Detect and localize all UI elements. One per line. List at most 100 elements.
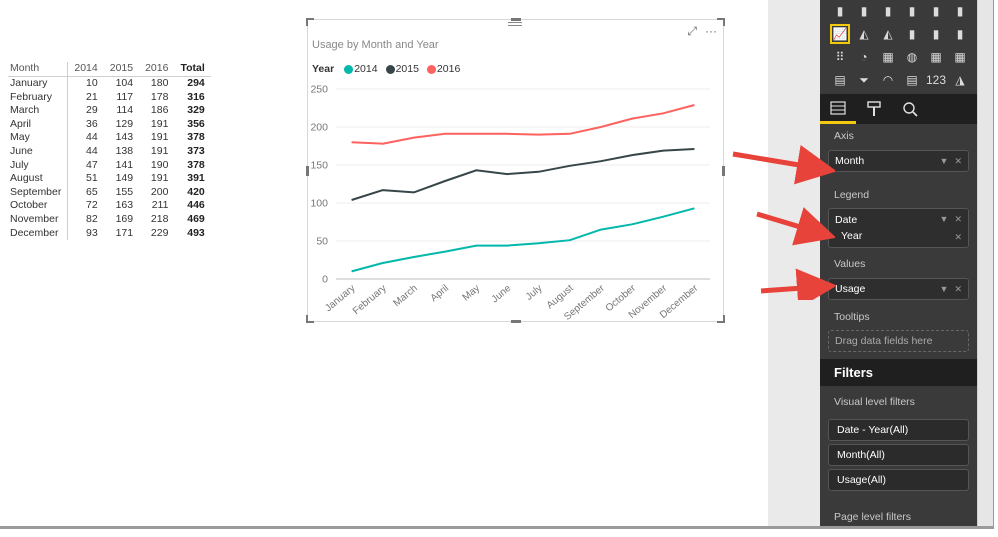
visual-type-icon[interactable]: ▮ <box>836 4 844 18</box>
visual-type-icon[interactable]: ⠿ <box>835 50 845 64</box>
table-row: August 51 149 191 391 <box>8 172 211 186</box>
data-point-2016 <box>506 133 508 135</box>
visual-type-icon[interactable]: ◠ <box>882 73 894 87</box>
filter-card-date-year[interactable]: Date - Year(All) <box>828 419 969 441</box>
visual-type-icon[interactable]: ▮ <box>884 4 892 18</box>
matrix-cell: 44 <box>86 144 98 157</box>
resize-handle-left[interactable] <box>306 166 309 176</box>
annotation-arrows <box>732 144 835 300</box>
x-tick-label: April <box>429 283 451 304</box>
more-options-icon[interactable]: ··· <box>705 24 717 38</box>
matrix-header-2015[interactable]: 2015 <box>109 62 134 74</box>
data-point-2015 <box>662 149 664 151</box>
remove-icon[interactable]: ✕ <box>954 214 962 224</box>
visual-type-icon[interactable]: ▦ <box>954 50 966 64</box>
visual-type-icon[interactable]: ▦ <box>882 50 894 64</box>
data-point-2014 <box>350 270 352 272</box>
matrix-cell: 138 <box>115 144 134 157</box>
visual-type-icon[interactable]: ▮ <box>908 4 916 18</box>
format-tab[interactable] <box>856 94 892 124</box>
focus-mode-icon[interactable]: ⤢ <box>687 24 697 38</box>
remove-icon[interactable]: ✕ <box>954 284 962 294</box>
visual-type-icon[interactable]: ▦ <box>930 50 942 64</box>
visual-type-icon[interactable]: ◭ <box>859 27 869 41</box>
chevron-down-icon[interactable]: ▼ <box>939 214 949 224</box>
table-row: June 44 138 191 373 <box>8 144 211 159</box>
pane-scrollbar[interactable] <box>977 0 993 526</box>
data-point-2014 <box>662 215 664 217</box>
matrix-header-2014[interactable]: 2014 <box>74 62 98 74</box>
data-point-2014 <box>537 242 539 244</box>
resize-handle-top[interactable] <box>511 18 521 21</box>
visual-type-icon[interactable]: ▮ <box>908 27 916 41</box>
drag-grip-icon[interactable] <box>508 22 522 28</box>
visual-type-icon[interactable]: ▮ <box>932 27 940 41</box>
resize-handle-top-right[interactable] <box>717 18 725 26</box>
visual-type-icon[interactable]: ◮ <box>955 73 965 87</box>
remove-icon[interactable]: ✕ <box>954 232 962 242</box>
matrix-header-total[interactable]: Total <box>180 62 205 74</box>
visual-type-icon[interactable]: ▮ <box>956 27 964 41</box>
canvas-gutter <box>768 0 820 526</box>
visual-type-icon[interactable]: ▮ <box>956 4 964 18</box>
legend-swatch-2014 <box>344 64 354 74</box>
line-chart-visual[interactable]: ⤢ ··· Usage by Month and Year Year 2014 … <box>306 18 725 323</box>
arrow-to-legend <box>756 207 835 246</box>
matrix-row-label: April <box>8 117 69 132</box>
visual-type-icon[interactable]: ◭ <box>883 27 893 41</box>
x-tick-label: June <box>490 283 514 306</box>
fields-tab[interactable] <box>820 94 856 124</box>
matrix-header-month[interactable]: Month <box>8 62 69 77</box>
visual-type-icon[interactable]: ▤ <box>834 73 846 87</box>
resize-handle-right[interactable] <box>722 166 725 176</box>
matrix-row-label: July <box>8 158 69 173</box>
resize-handle-top-left[interactable] <box>306 18 314 26</box>
tooltips-well[interactable]: Drag data fields here <box>828 330 969 352</box>
visual-type-icon[interactable]: ⏷ <box>859 72 869 87</box>
data-point-2015 <box>537 171 539 173</box>
resize-handle-bottom-right[interactable] <box>717 315 725 323</box>
visual-type-icon[interactable]: ◍ <box>906 50 918 64</box>
analytics-tab[interactable] <box>892 94 928 124</box>
table-row: December 93 171 229 493 <box>8 226 211 241</box>
visual-type-icon[interactable]: ◔ <box>860 50 868 64</box>
matrix-header-2016[interactable]: 2016 <box>145 62 169 74</box>
filter-card-usage[interactable]: Usage(All) <box>828 469 969 491</box>
arrow-to-values <box>760 268 835 300</box>
legend-item-2016[interactable]: 2016 <box>426 63 460 75</box>
matrix-cell: 169 <box>115 212 134 225</box>
legend-item-2015[interactable]: 2015 <box>385 63 419 75</box>
chevron-down-icon[interactable]: ▼ <box>939 284 949 294</box>
matrix-header-row: Month 2014 2015 2016 Total <box>8 62 211 77</box>
matrix-row-label: January <box>8 76 69 91</box>
axis-field: Month <box>835 155 865 167</box>
resize-handle-bottom-left[interactable] <box>306 315 314 323</box>
visual-type-icon[interactable]: ▮ <box>932 4 940 18</box>
legend-item-2014[interactable]: 2014 <box>344 63 378 75</box>
values-well[interactable]: Usage ▼ ✕ <box>828 278 969 300</box>
visual-type-icon[interactable]: ▮ <box>860 4 868 18</box>
visual-type-icon[interactable]: 📈 <box>830 24 850 44</box>
remove-icon[interactable]: ✕ <box>954 156 962 166</box>
matrix-cell: 191 <box>150 117 169 130</box>
data-point-2014 <box>506 244 508 246</box>
visual-type-icon[interactable]: ▤ <box>906 73 918 87</box>
matrix-cell: 294 <box>187 77 205 89</box>
resize-handle-bottom[interactable] <box>511 320 521 323</box>
paint-roller-icon <box>867 101 881 116</box>
filter-card-month[interactable]: Month(All) <box>828 444 969 466</box>
matrix-cell: 114 <box>116 104 134 117</box>
values-field: Usage <box>835 283 866 295</box>
data-point-2015 <box>350 199 352 201</box>
chevron-down-icon[interactable]: ▼ <box>939 156 949 166</box>
x-tick-label: July <box>524 283 545 303</box>
axis-well[interactable]: Month ▼ ✕ <box>828 150 969 172</box>
matrix-cell: 378 <box>187 131 205 144</box>
data-point-2016 <box>600 126 602 128</box>
legend-well[interactable]: Date Year ▼ ✕ ✕ <box>828 208 969 248</box>
matrix-visual[interactable]: Month 2014 2015 2016 Total January 10 104 1… <box>8 62 211 241</box>
visual-type-icon[interactable]: 123 <box>925 73 947 87</box>
matrix-body: January 10 104 180 294 February 21 117 178 316 Mar… <box>8 76 211 241</box>
report-canvas: Month 2014 2015 2016 Total January 10 104 1… <box>8 18 725 323</box>
